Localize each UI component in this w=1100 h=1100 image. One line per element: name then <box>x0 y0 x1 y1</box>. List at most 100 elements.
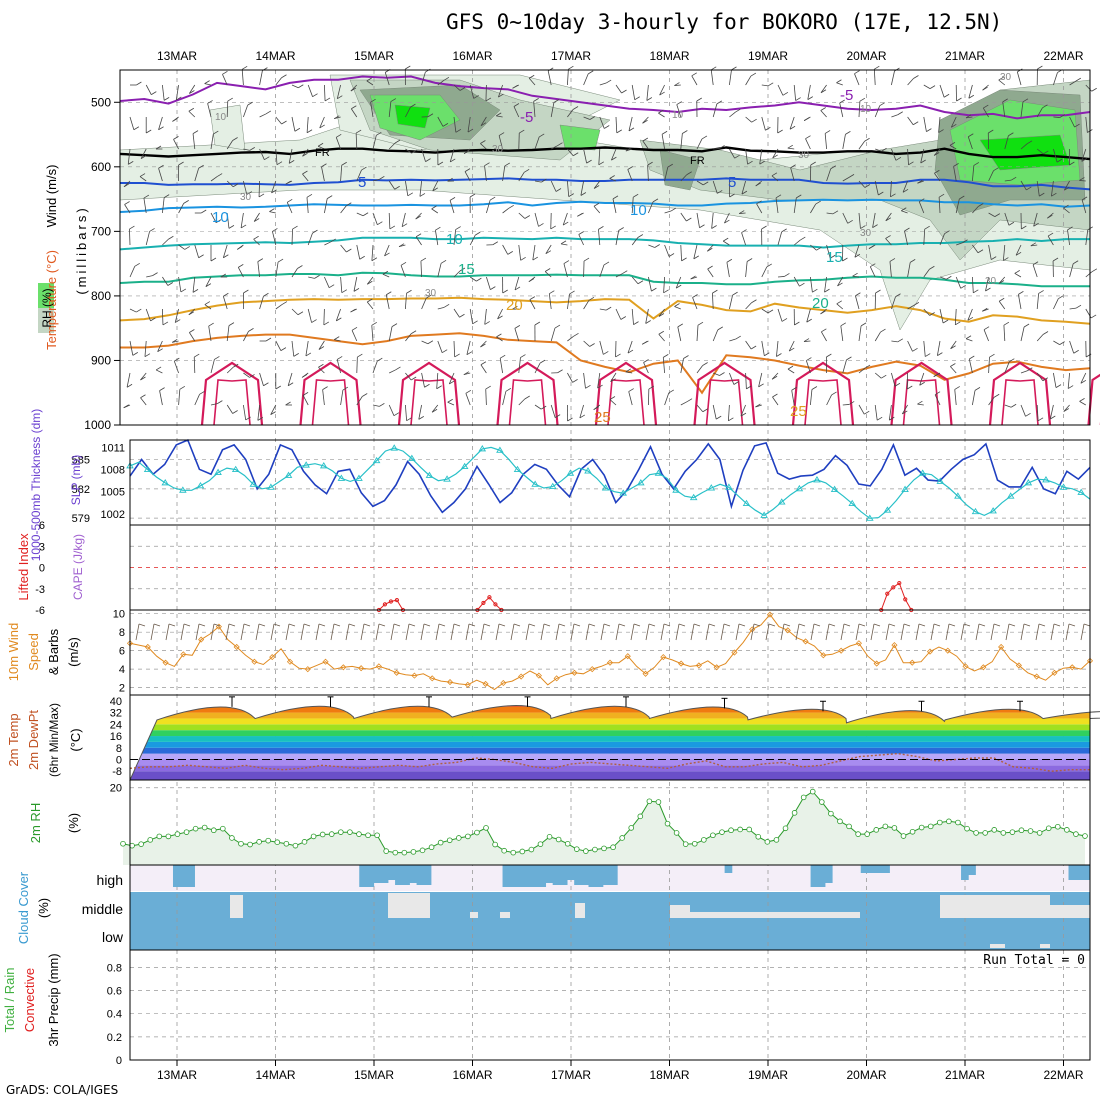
wind-barb <box>539 359 546 364</box>
wind-barb <box>375 623 380 641</box>
rh-marker <box>410 849 417 855</box>
wind-barb <box>842 257 848 262</box>
wind-barb <box>366 80 374 86</box>
rh-marker <box>347 829 353 835</box>
wind-barb <box>1085 271 1093 278</box>
wind-speed-marker <box>873 660 880 667</box>
wind-barb <box>708 623 716 627</box>
slp-marker <box>231 465 240 473</box>
wind-barb <box>280 347 287 351</box>
wind-barb <box>476 277 482 282</box>
wind-barb <box>370 102 374 118</box>
wind-barb <box>732 291 738 296</box>
dewpoint-line <box>129 752 1090 772</box>
wind-barb <box>532 256 539 261</box>
wind-barb <box>800 236 806 241</box>
wind-barb <box>1020 143 1028 150</box>
wind-barb <box>798 623 806 627</box>
contour-label: FR <box>690 155 705 167</box>
wind-barb <box>891 296 896 310</box>
wind-barb <box>437 161 444 166</box>
wind-barb <box>307 232 313 246</box>
temp-band <box>130 730 1090 737</box>
wind-barb <box>144 353 151 358</box>
axis-label: 2m Temp <box>6 713 21 766</box>
wind-barb <box>917 179 923 184</box>
wind-barb <box>589 343 595 347</box>
wind-barb <box>1036 404 1039 421</box>
temp-band <box>130 753 1090 760</box>
wind-barb <box>560 243 568 246</box>
rh-marker <box>256 839 262 845</box>
cloud-high-bar <box>409 865 418 883</box>
wind-barb <box>1036 372 1044 381</box>
temperature-contour <box>120 332 1091 395</box>
wind-barb <box>659 91 665 96</box>
wind-barb <box>647 161 653 166</box>
wind-barb <box>126 372 131 388</box>
slp-marker <box>566 469 575 476</box>
wind-barb <box>449 200 455 214</box>
wind-barb <box>599 116 605 129</box>
wind-barb <box>473 95 479 99</box>
wind-barb <box>340 244 347 253</box>
wind-barb <box>967 136 973 150</box>
temp-band <box>130 765 1090 772</box>
wind-barb <box>864 137 870 142</box>
wind-speed-marker <box>909 659 916 666</box>
wind-barb <box>419 193 426 197</box>
wind-barb <box>799 282 805 287</box>
wind-barb <box>741 190 748 195</box>
wind-barb <box>972 206 979 214</box>
wind-barb <box>805 135 811 140</box>
y-tick-label: 0.6 <box>107 986 122 998</box>
slp-marker <box>214 468 222 475</box>
wind-barb <box>745 372 747 389</box>
wind-barb <box>518 398 526 406</box>
wind-barb <box>480 143 487 150</box>
wind-barb <box>824 288 830 293</box>
wind-barb <box>625 368 632 373</box>
cloud-high-bar <box>402 865 410 885</box>
wind-barb <box>956 242 963 246</box>
rh-marker <box>310 833 317 840</box>
wind-barb <box>498 135 503 150</box>
wind-barb <box>442 123 449 127</box>
axis-label: 2m RH <box>28 803 43 843</box>
wind-barb <box>719 145 725 149</box>
wind-barb <box>297 311 304 316</box>
rh-contour-label: 30 <box>985 276 997 287</box>
wind-barb <box>811 386 818 390</box>
wind-barb <box>431 404 439 413</box>
wind-barb <box>192 130 199 134</box>
wind-barb <box>768 623 776 627</box>
wind-barb <box>567 372 573 383</box>
wind-barb <box>1027 367 1033 372</box>
wind-barb <box>826 244 831 259</box>
rh-shading <box>394 104 431 129</box>
wind-barb <box>826 394 832 406</box>
wind-barb <box>761 116 766 131</box>
wind-barb <box>180 623 185 641</box>
wind-barb <box>820 107 826 111</box>
wind-barb <box>157 348 163 353</box>
y-tick-label: 6 <box>39 520 45 532</box>
wind-barb <box>514 286 521 291</box>
wind-barb <box>1052 257 1059 262</box>
wind-barb <box>923 229 926 246</box>
rh-marker <box>1082 833 1088 839</box>
wind-barb <box>512 305 518 310</box>
slp-marker <box>355 474 363 481</box>
wind-barb <box>963 623 971 627</box>
wind-barb <box>660 623 665 641</box>
wind-barb <box>145 308 151 322</box>
slp-marker <box>848 499 856 507</box>
wind-barb <box>237 267 244 278</box>
wind-barb <box>189 90 195 94</box>
wind-barb <box>215 219 222 223</box>
wind-barb <box>609 399 617 406</box>
wind-barb <box>144 340 147 357</box>
slp-marker <box>372 456 381 464</box>
wind-barb <box>761 225 767 230</box>
slp-marker <box>284 471 293 478</box>
